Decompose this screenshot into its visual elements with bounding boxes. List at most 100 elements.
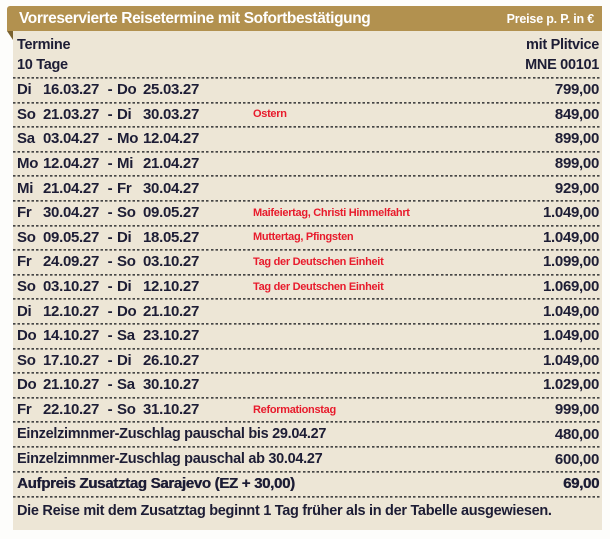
holiday-note: Maifeiertag, Christi Himmelfahrt — [253, 206, 410, 219]
price-value: 1.069,00 — [543, 278, 599, 296]
price-value: 1.049,00 — [543, 302, 599, 320]
travel-dates: Fr 30.04.27 - So 09.05.27 — [17, 204, 203, 221]
travel-dates: So 09.05.27 - Di 18.05.27 — [17, 229, 203, 246]
return-weekday: Mi — [117, 155, 134, 173]
price-value: 799,00 — [554, 81, 599, 99]
date-range-separator: - — [107, 327, 113, 345]
table-subheader: Termine mit Plitvice 10 Tage MNE 00101 — [13, 31, 602, 77]
departure-weekday: So — [17, 351, 36, 369]
surcharge-price: 480,00 — [554, 425, 599, 443]
return-date: 30.04.27 — [143, 179, 199, 197]
departure-weekday: So — [17, 105, 36, 123]
return-weekday: Do — [117, 81, 137, 99]
date-range-separator: - — [107, 228, 113, 246]
price-value: 1.049,00 — [543, 204, 599, 222]
date-row: Fr 22.10.27 - So 31.10.27 Reformationsta… — [13, 396, 602, 422]
termine-label: Termine — [17, 37, 71, 53]
date-range-separator: - — [107, 155, 113, 173]
travel-dates: Do 14.10.27 - Sa 23.10.27 — [17, 327, 203, 344]
return-date: 21.10.27 — [143, 302, 199, 320]
surcharge-price: 600,00 — [554, 450, 599, 468]
return-weekday: So — [117, 204, 136, 222]
date-range-separator: - — [107, 351, 113, 369]
return-weekday: Do — [117, 302, 137, 320]
departure-weekday: Do — [17, 327, 37, 345]
date-range-separator: - — [107, 81, 113, 99]
date-range-separator: - — [107, 105, 113, 123]
return-date: 30.03.27 — [143, 105, 199, 123]
travel-dates: Di 16.03.27 - Do 25.03.27 — [17, 81, 203, 98]
date-range-separator: - — [107, 204, 113, 222]
departure-weekday: Fr — [17, 401, 32, 419]
return-weekday: Di — [117, 278, 132, 296]
date-rows: Di 16.03.27 - Do 25.03.27 799,00 So 21.0… — [13, 77, 602, 422]
subheader-line-1: Termine mit Plitvice — [17, 35, 599, 55]
departure-date: 24.09.27 — [43, 253, 99, 271]
return-date: 25.03.27 — [143, 81, 199, 99]
departure-date: 17.10.27 — [43, 351, 99, 369]
date-row: Di 16.03.27 - Do 25.03.27 799,00 — [13, 77, 602, 102]
departure-weekday: Mi — [17, 179, 34, 197]
travel-dates: Di 12.10.27 - Do 21.10.27 — [17, 303, 203, 320]
price-value: 1.049,00 — [543, 327, 599, 345]
travel-dates: Sa 03.04.27 - Mo 12.04.27 — [17, 130, 203, 147]
date-row: Fr 24.09.27 - So 03.10.27 Tag der Deutsc… — [13, 249, 602, 274]
return-weekday: Di — [117, 228, 132, 246]
surcharge-price: 69,00 — [562, 475, 599, 493]
departure-date: 03.10.27 — [43, 278, 99, 296]
price-table: Termine mit Plitvice 10 Tage MNE 00101 D… — [13, 31, 602, 530]
price-value: 1.049,00 — [543, 351, 599, 369]
date-row: Do 21.10.27 - Sa 30.10.27 1.029,00 — [13, 372, 602, 397]
return-weekday: Mo — [117, 130, 139, 148]
return-weekday: Sa — [117, 327, 135, 345]
date-row: Do 14.10.27 - Sa 23.10.27 1.049,00 — [13, 322, 602, 348]
date-row: Mi 21.04.27 - Fr 30.04.27 929,00 — [13, 175, 602, 200]
price-value: 849,00 — [554, 105, 599, 123]
return-date: 30.10.27 — [143, 376, 199, 394]
holiday-note: Tag der Deutschen Einheit — [253, 255, 384, 268]
departure-date: 09.05.27 — [43, 228, 99, 246]
departure-date: 22.10.27 — [43, 401, 99, 419]
date-row: So 21.03.27 - Di 30.03.27 Ostern 849,00 — [13, 101, 602, 127]
travel-dates: Mi 21.04.27 - Fr 30.04.27 — [17, 180, 203, 197]
surcharge-rows: Einzelzimnmer-Zuschlag pauschal bis 29.0… — [13, 421, 602, 496]
surcharge-row: Aufpreis Zusatztag Sarajevo (EZ + 30,00)… — [13, 470, 602, 496]
departure-weekday: Fr — [17, 204, 32, 222]
footnote-text: Die Reise mit dem Zusatztag beginnt 1 Ta… — [17, 502, 552, 519]
departure-weekday: Fr — [17, 253, 32, 271]
return-date: 18.05.27 — [143, 228, 199, 246]
departure-weekday: Di — [17, 81, 32, 99]
return-date: 09.05.27 — [143, 204, 199, 222]
date-range-separator: - — [107, 376, 113, 394]
table-title: Vorreservierte Reisetermine mit Sofortbe… — [19, 9, 371, 27]
holiday-note: Ostern — [253, 108, 287, 121]
departure-weekday: So — [17, 278, 36, 296]
return-date: 12.10.27 — [143, 278, 199, 296]
travel-dates: Fr 24.09.27 - So 03.10.27 — [17, 253, 203, 270]
departure-date: 14.10.27 — [43, 327, 99, 345]
surcharge-label: Einzelzimnmer-Zuschlag pauschal bis 29.0… — [17, 426, 327, 443]
date-row: So 17.10.27 - Di 26.10.27 1.049,00 — [13, 347, 602, 373]
departure-date: 30.04.27 — [43, 204, 99, 222]
date-row: Mo 12.04.27 - Mi 21.04.27 899,00 — [13, 150, 602, 176]
price-value: 1.099,00 — [543, 253, 599, 271]
return-weekday: So — [117, 401, 136, 419]
date-row: So 09.05.27 - Di 18.05.27 Muttertag, Pfi… — [13, 224, 602, 250]
departure-date: 12.04.27 — [43, 155, 99, 173]
table-header-bar: Vorreservierte Reisetermine mit Sofortbe… — [7, 6, 602, 31]
footnote-row: Die Reise mit dem Zusatztag beginnt 1 Ta… — [13, 495, 602, 530]
return-weekday: Sa — [117, 376, 135, 394]
date-range-separator: - — [107, 179, 113, 197]
departure-date: 16.03.27 — [43, 81, 99, 99]
date-range-separator: - — [107, 302, 113, 320]
travel-dates: So 03.10.27 - Di 12.10.27 — [17, 278, 203, 295]
return-date: 03.10.27 — [143, 253, 199, 271]
price-value: 999,00 — [554, 401, 599, 419]
travel-dates: So 21.03.27 - Di 30.03.27 — [17, 106, 203, 123]
return-date: 21.04.27 — [143, 155, 199, 173]
return-date: 31.10.27 — [143, 401, 199, 419]
departure-weekday: So — [17, 228, 36, 246]
departure-weekday: Di — [17, 302, 32, 320]
date-range-separator: - — [107, 253, 113, 271]
